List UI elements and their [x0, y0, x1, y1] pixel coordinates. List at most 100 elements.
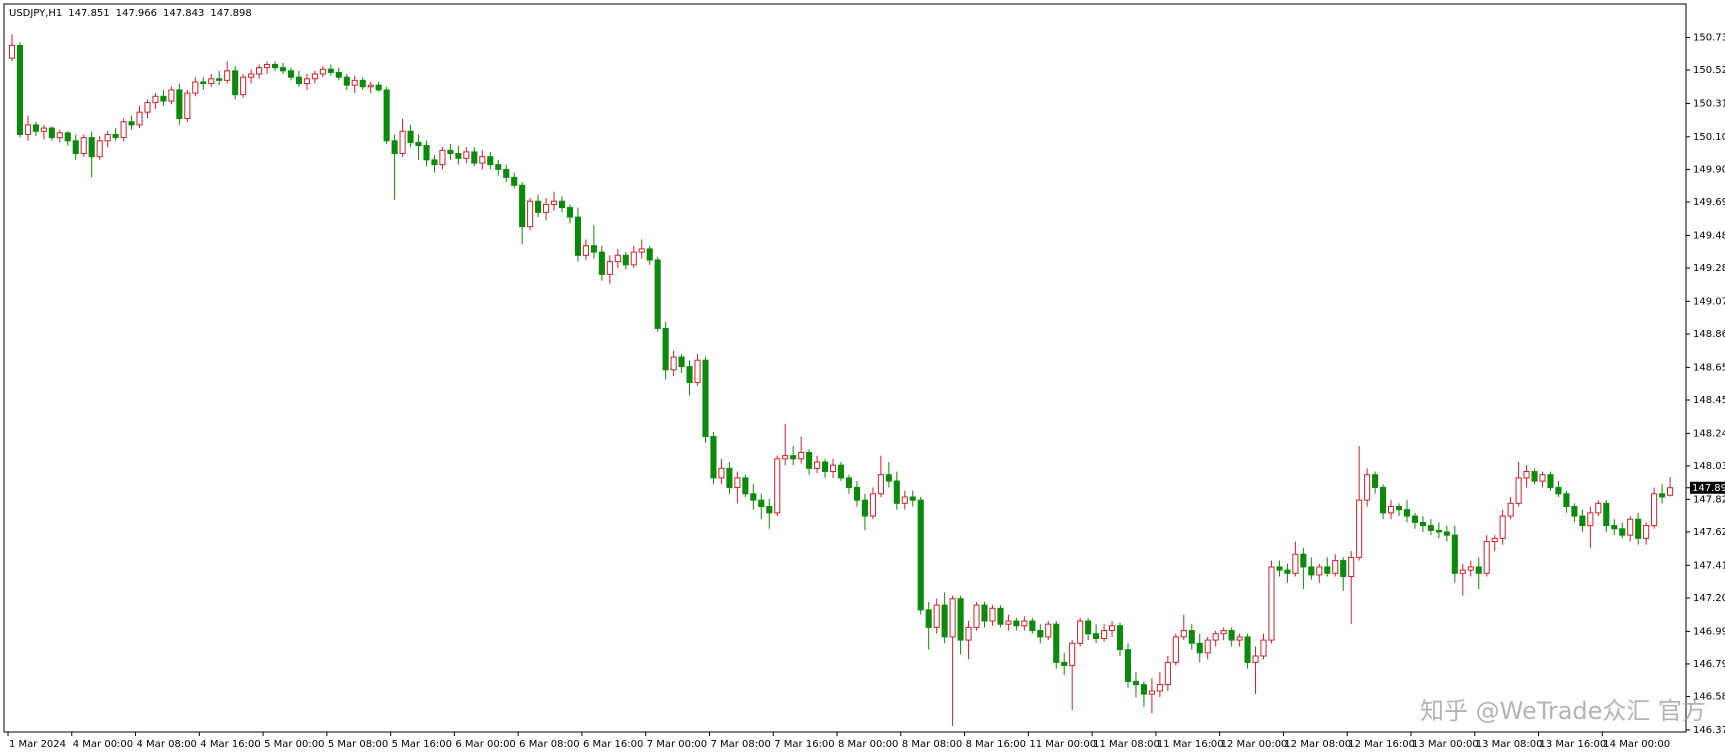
- candle-body: [1316, 566, 1323, 576]
- candle-body: [176, 89, 183, 120]
- candle-body: [646, 248, 653, 261]
- candle-body: [264, 63, 271, 69]
- candle-body: [64, 132, 71, 142]
- x-tick-label: 4 Mar 08:00: [137, 739, 197, 750]
- candle-body: [80, 137, 87, 155]
- candle-body: [1212, 633, 1219, 641]
- candle-body: [710, 436, 717, 479]
- candle-body: [782, 455, 789, 460]
- candle-body: [1419, 521, 1426, 527]
- candle-body: [1395, 506, 1403, 511]
- header-price: 147.966: [116, 8, 157, 19]
- candle-body: [901, 496, 908, 504]
- x-tick-label: 7 Mar 00:00: [647, 739, 707, 750]
- candle-body: [527, 200, 534, 228]
- candle-body: [829, 464, 837, 473]
- y-tick-label: 148.655: [1693, 362, 1725, 373]
- candle-body: [479, 156, 486, 164]
- candle-body: [200, 81, 207, 85]
- candle-body: [407, 130, 414, 143]
- candle-body: [1531, 471, 1538, 482]
- candle-body: [885, 474, 892, 482]
- y-tick-label: 150.730: [1693, 32, 1725, 43]
- candle-body: [303, 78, 310, 85]
- candle-body: [1061, 661, 1068, 667]
- candle-body: [160, 95, 167, 102]
- candle-body: [1411, 515, 1419, 523]
- candle-body: [447, 149, 454, 155]
- candle-body: [1587, 512, 1594, 527]
- candle-body: [463, 151, 470, 159]
- candle-body: [391, 140, 398, 155]
- candle-body: [590, 245, 597, 253]
- candle-body: [718, 467, 725, 479]
- candle-body: [327, 68, 334, 73]
- candle-body: [1427, 525, 1434, 531]
- candle-body: [367, 84, 374, 88]
- header-price: 147.898: [210, 8, 251, 19]
- candle-body: [798, 451, 805, 460]
- x-tick-label: 12 Mar 00:00: [1221, 739, 1288, 750]
- candle-body: [1308, 566, 1315, 576]
- candle-body: [1643, 525, 1650, 539]
- candle-body: [295, 76, 302, 85]
- watermark: 知乎 @WeTrade众汇 官方: [1420, 697, 1706, 725]
- candle-body: [1180, 630, 1187, 638]
- candle-body: [1164, 661, 1171, 686]
- candle-body: [1029, 620, 1036, 632]
- candle-body: [638, 248, 645, 253]
- candle-body: [1124, 649, 1132, 682]
- candle-body: [1435, 529, 1442, 533]
- candle-body: [1380, 486, 1387, 514]
- y-tick-label: 147.205: [1693, 593, 1725, 604]
- candle-body: [654, 259, 661, 329]
- y-tick-label: 148.450: [1693, 395, 1725, 406]
- x-tick-label: 11 Mar 16:00: [1157, 739, 1224, 750]
- candle-body: [120, 121, 127, 139]
- candle-body: [1148, 690, 1155, 695]
- candle-body: [1451, 534, 1458, 574]
- candle-body: [877, 474, 884, 495]
- candle-body: [965, 626, 972, 641]
- candle-body: [535, 200, 542, 213]
- candle-body: [503, 168, 510, 178]
- y-tick-label: 150.525: [1693, 65, 1725, 76]
- candle-body: [1108, 625, 1116, 632]
- candle-body: [1276, 566, 1283, 571]
- y-tick-label: 147.410: [1693, 560, 1725, 571]
- candle-body: [957, 598, 964, 641]
- candle-body: [1372, 474, 1379, 488]
- candle-body: [335, 71, 342, 78]
- candle-body: [224, 70, 231, 81]
- candle-body: [694, 359, 701, 383]
- candle-body: [96, 140, 103, 158]
- y-tick-label: 150.105: [1693, 132, 1725, 143]
- candle-body: [216, 78, 223, 81]
- candle-body: [1579, 515, 1586, 527]
- candle-body: [439, 149, 446, 166]
- candle-body: [1244, 636, 1251, 663]
- candle-body: [566, 207, 574, 218]
- candle-body: [662, 327, 669, 371]
- y-tick-label: 149.695: [1693, 197, 1725, 208]
- candle-body: [1403, 509, 1411, 517]
- x-tick-label: 11 Mar 08:00: [1093, 739, 1160, 750]
- candle-body: [814, 461, 821, 469]
- candle-body: [88, 137, 95, 158]
- x-tick-label: 4 Mar 16:00: [200, 739, 260, 750]
- candle-body: [1228, 630, 1235, 641]
- candle-body: [1204, 639, 1211, 654]
- candle-body: [766, 506, 773, 514]
- candle-body: [56, 132, 63, 139]
- candle-body: [1116, 625, 1124, 651]
- candle-body: [1595, 502, 1602, 514]
- candle-body: [1053, 623, 1060, 663]
- candle-body: [359, 79, 366, 88]
- candle-body: [758, 499, 765, 508]
- candle-body: [1300, 553, 1307, 568]
- x-tick-label: 1 Mar 2024: [9, 739, 66, 750]
- candle-body: [917, 499, 924, 611]
- price-tag-label: 147.898: [1692, 483, 1725, 494]
- candle-body: [144, 102, 151, 113]
- x-tick-label: 8 Mar 08:00: [902, 739, 962, 750]
